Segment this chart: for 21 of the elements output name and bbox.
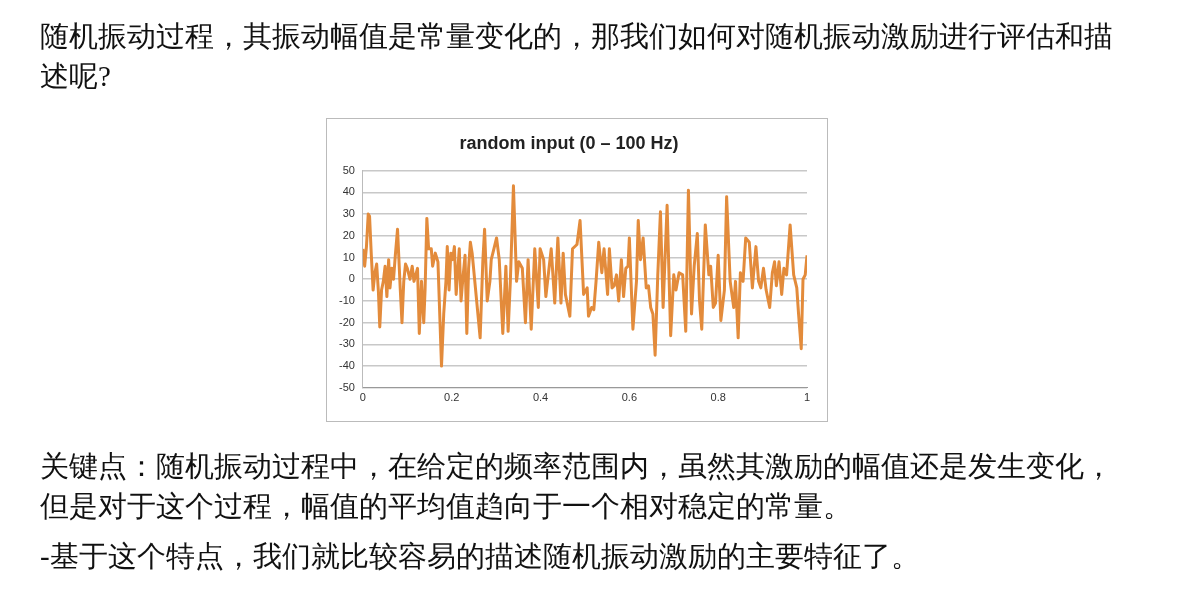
x-tick-label: 0.4 [532,391,549,404]
y-tick-label: -10 [338,293,355,306]
x-tick-label: 0.2 [444,391,460,404]
y-tick-label: 0 [348,272,355,285]
x-tick-label: 0.8 [710,391,726,404]
chart-title: random input (0 – 100 Hz) [459,132,679,153]
x-tick-label: 1 [803,391,811,404]
y-tick-label: -40 [338,359,355,372]
y-tick-label: 50 [342,163,355,176]
y-tick-label: -20 [338,315,355,328]
y-tick-label: 30 [342,207,355,220]
text: -基于这个特点，我们就比较容易的描述随机振动激励的主要特征了。 [40,539,921,574]
text: 关键点：随机振动过程中，在给定的频率范围内，虽然其激励的幅值还是发生变化，但是对于这个过程，幅值的平均值趋向于一个相对稳定的常量。 [40,449,1114,524]
y-tick-label: -50 [338,380,355,393]
y-tick-label: -30 [338,337,355,350]
x-tick-label: 0.6 [621,391,638,404]
y-tick-label: 40 [342,185,355,198]
text: 随机振动过程，其振动幅值是常量变化的，那我们如何对随机振动激励进行评估和描述呢? [40,19,1114,94]
y-tick-label: 20 [342,228,355,241]
y-tick-label: 10 [342,250,355,263]
x-tick-label: 0 [359,391,366,404]
